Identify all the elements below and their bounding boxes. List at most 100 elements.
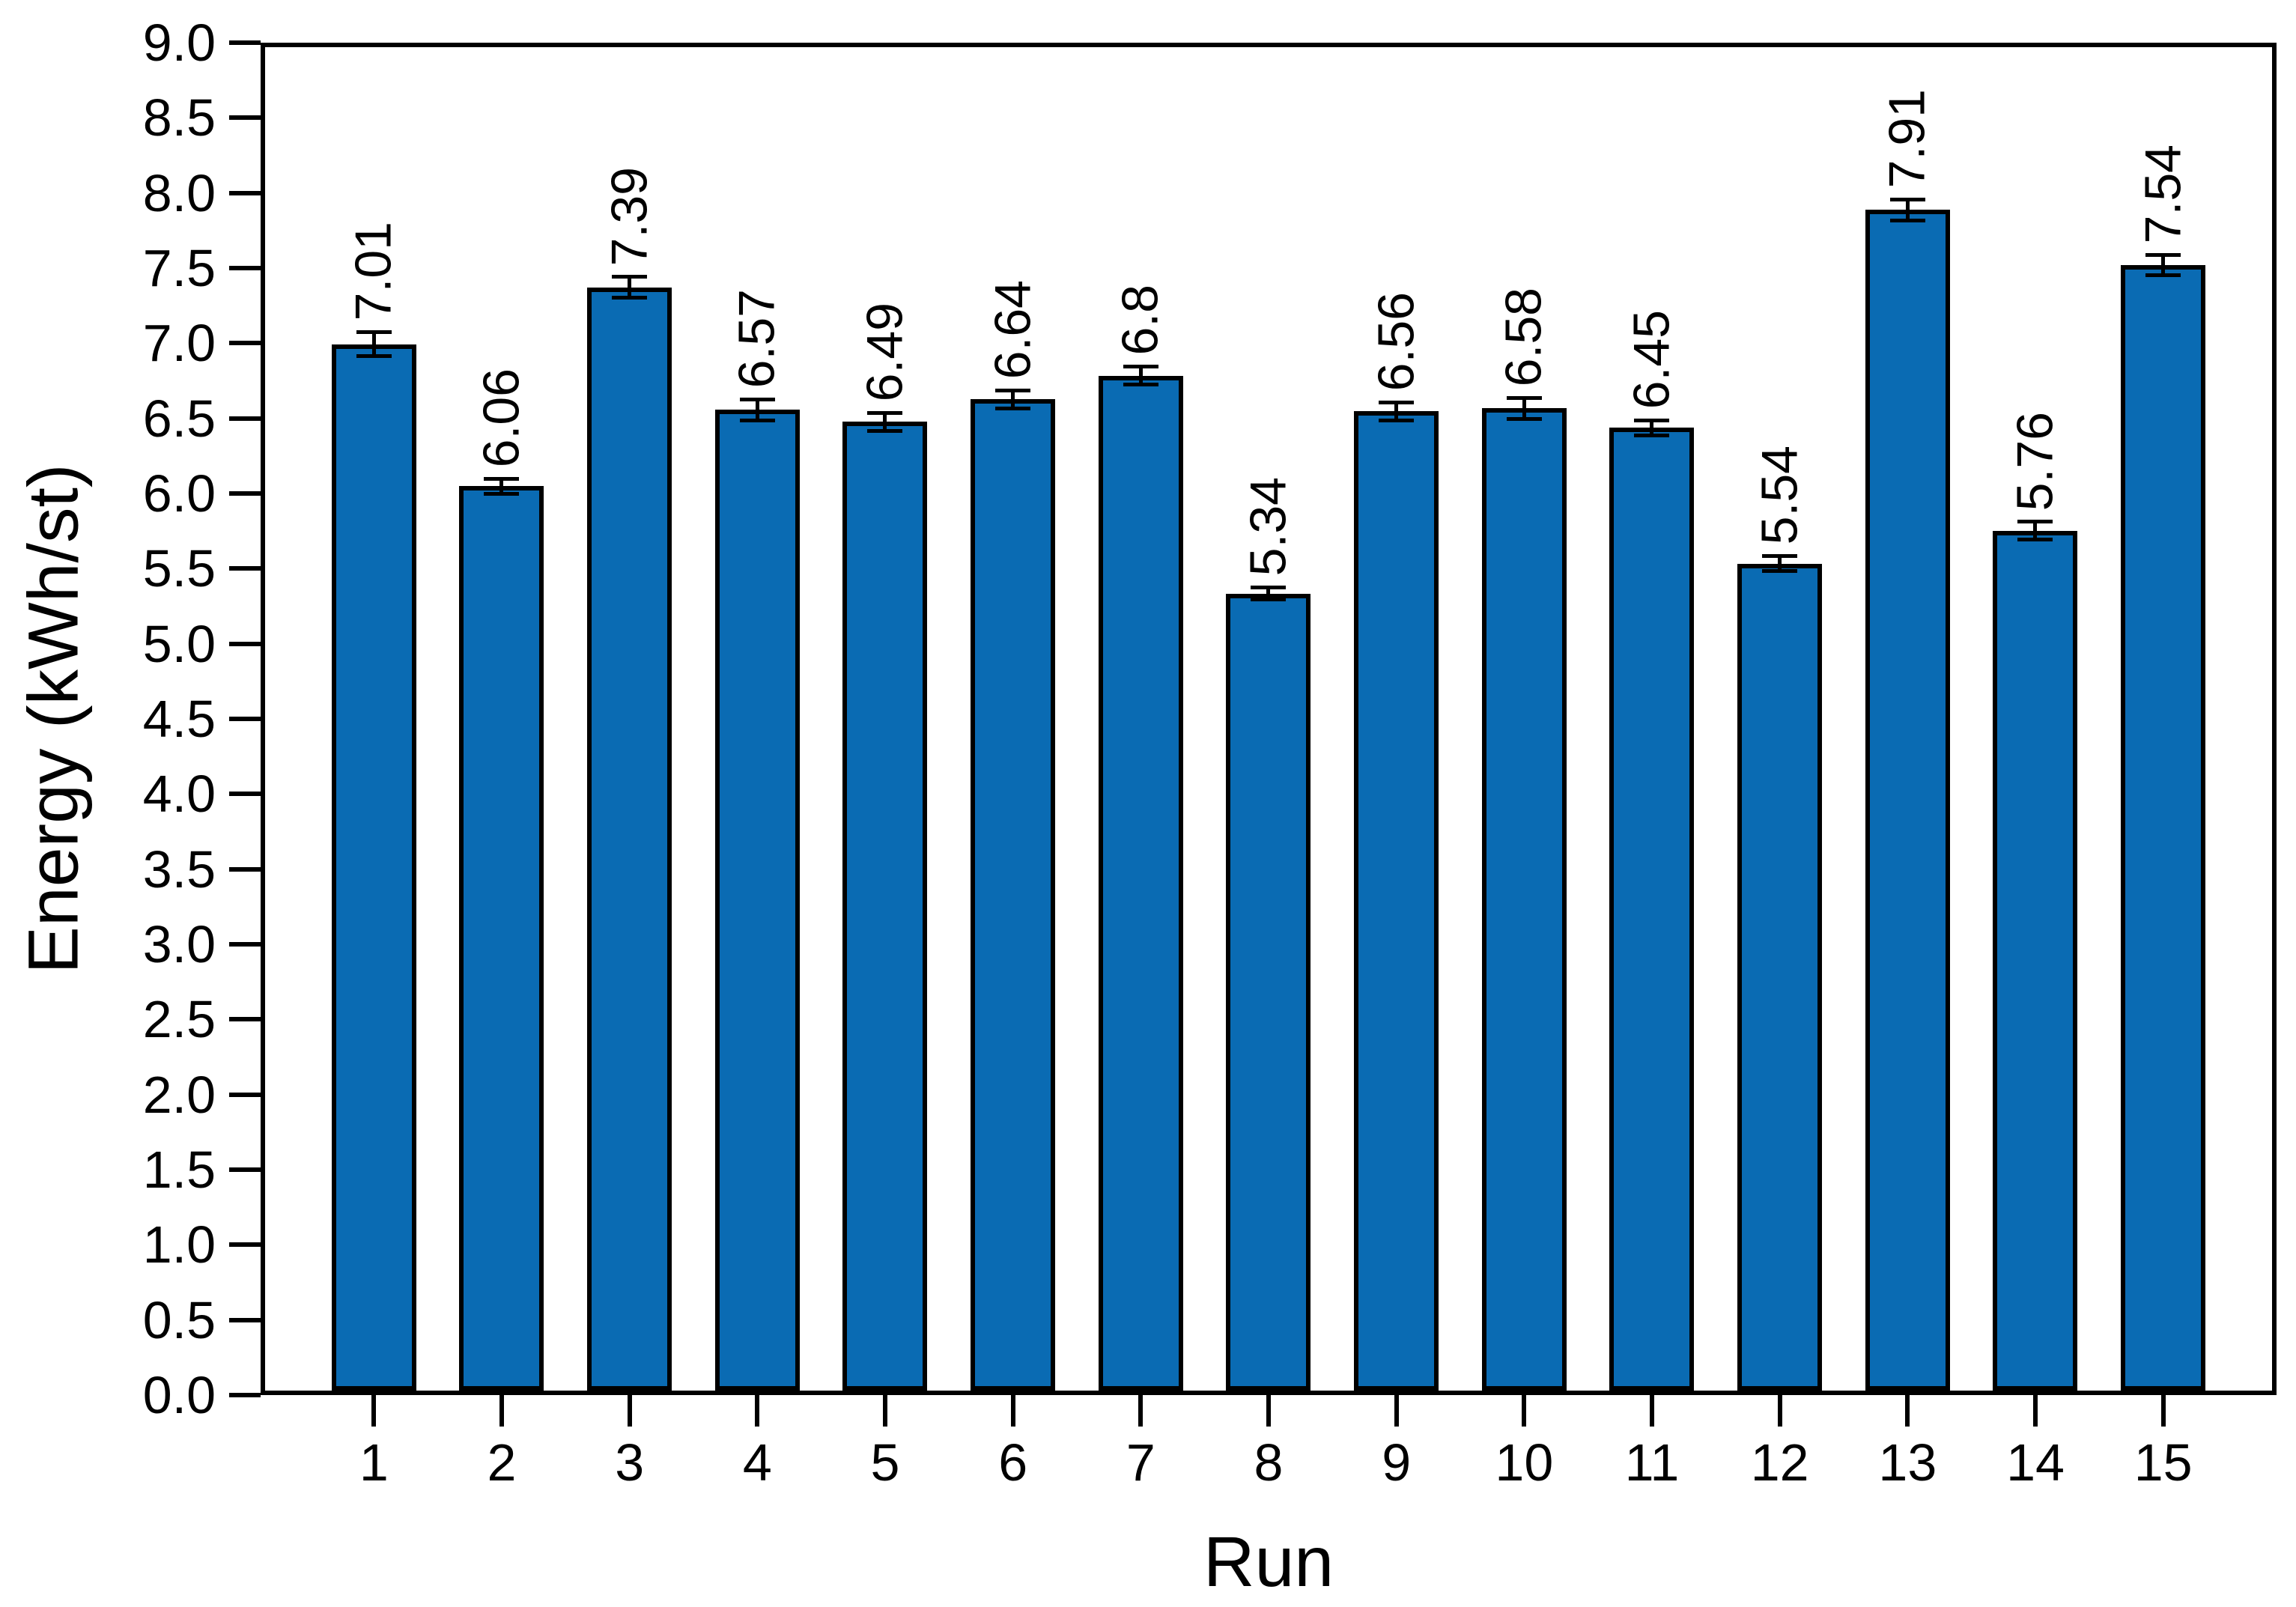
y-tick-mark [229, 115, 261, 121]
y-tick-mark [229, 1393, 261, 1397]
bar-slot: 6.8 [1077, 47, 1205, 1391]
error-bar-cap-top [1251, 586, 1287, 590]
x-tick-mark [1266, 1395, 1271, 1427]
bar [587, 287, 672, 1391]
error-bar-cap-top [1634, 418, 1670, 422]
x-tick-mark [1010, 1395, 1015, 1427]
x-tick-label: 11 [1624, 1433, 1680, 1492]
y-tick-mark [229, 416, 261, 421]
y-tick-mark [229, 1092, 261, 1097]
x-tick-mark [627, 1395, 632, 1427]
x-tick-label: 3 [615, 1433, 645, 1492]
x-tick-mark [371, 1395, 377, 1427]
bar-slot: 6.06 [438, 47, 566, 1391]
bar-slot: 6.49 [821, 47, 950, 1391]
y-tick-mark [229, 40, 261, 45]
error-bar-cap-bottom [2017, 538, 2053, 542]
y-tick-label: 6.0 [142, 464, 216, 523]
bar [971, 399, 1056, 1391]
bar-slot: 6.58 [1460, 47, 1588, 1391]
bar-slot: 6.56 [1332, 47, 1460, 1391]
error-bar-cap-bottom [1506, 416, 1542, 421]
bar-slot: 7.01 [310, 47, 438, 1391]
y-tick-mark [229, 792, 261, 797]
y-tick-mark [229, 566, 261, 571]
x-tick-mark [1522, 1395, 1527, 1427]
y-tick-label: 9.0 [142, 13, 216, 72]
error-bar-cap-bottom [1379, 418, 1415, 422]
y-tick-label: 1.0 [142, 1215, 216, 1275]
error-bar-line [755, 399, 759, 421]
bar [2121, 265, 2206, 1391]
bar-value-label: 6.49 [856, 303, 914, 402]
x-tick-mark [1905, 1395, 1910, 1427]
y-tick-mark [229, 491, 261, 496]
y-tick-label: 3.5 [142, 839, 216, 899]
error-bar-line [1394, 402, 1399, 421]
x-tick-label: 6 [998, 1433, 1028, 1492]
bar-slot: 6.45 [1588, 47, 1716, 1391]
bar-value-label: 7.01 [344, 222, 402, 321]
y-tick-label: 0.5 [142, 1290, 216, 1349]
x-tick-label: 5 [870, 1433, 900, 1492]
bar-value-label: 6.56 [1367, 292, 1424, 392]
bar-value-label: 5.76 [2006, 411, 2064, 511]
y-tick-label: 4.0 [142, 765, 216, 824]
bar [1993, 530, 2078, 1391]
y-tick-label: 5.5 [142, 539, 216, 598]
x-tick-label: 14 [2006, 1433, 2065, 1492]
error-bar-cap-bottom [484, 491, 520, 496]
error-bar-line [2033, 521, 2038, 540]
error-bar-line [883, 413, 887, 431]
y-tick-label: 6.5 [142, 389, 216, 448]
bar-value-label: 5.54 [1750, 446, 1808, 545]
error-bar-cap-bottom [1251, 598, 1287, 602]
error-bar-cap-top [1379, 400, 1415, 404]
error-bar-cap-bottom [1762, 569, 1798, 574]
bar-slot: 6.57 [693, 47, 821, 1391]
x-tick-label: 7 [1126, 1433, 1155, 1492]
x-tick-mark [1138, 1395, 1144, 1427]
bar [714, 410, 800, 1391]
x-tick-label: 10 [1495, 1433, 1554, 1492]
x-tick-mark [2160, 1395, 2166, 1427]
bar [1481, 408, 1567, 1391]
x-tick-label: 13 [1878, 1433, 1937, 1492]
error-bar-cap-top [995, 388, 1031, 392]
error-bar-line [1650, 420, 1654, 436]
error-bar-line [371, 332, 376, 356]
error-bar-cap-bottom [739, 418, 775, 422]
error-bar-cap-bottom [356, 354, 392, 359]
error-bar-cap-bottom [2145, 273, 2181, 278]
y-tick-label: 3.0 [142, 915, 216, 973]
y-tick-mark [229, 341, 261, 346]
y-tick-label: 7.0 [142, 314, 216, 373]
bar-value-label: 6.64 [983, 280, 1041, 380]
x-tick-label: 9 [1382, 1433, 1412, 1492]
bar-slot: 5.54 [1716, 47, 1844, 1391]
bar [1098, 375, 1183, 1391]
bar [842, 422, 928, 1391]
y-tick-mark [229, 1242, 261, 1248]
bar-value-label: 6.8 [1111, 285, 1169, 356]
error-bar-line [2161, 255, 2166, 276]
error-bar-line [499, 479, 504, 494]
bar-slot: 7.54 [2099, 47, 2227, 1391]
error-bar-cap-top [612, 275, 648, 279]
error-bar-line [1266, 587, 1271, 600]
y-tick-mark [229, 641, 261, 646]
y-tick-mark [229, 1167, 261, 1172]
error-bar-cap-top [356, 330, 392, 335]
x-tick-label: 4 [742, 1433, 772, 1492]
bar [459, 486, 544, 1391]
error-bar-cap-top [1889, 197, 1925, 201]
y-tick-label: 2.5 [142, 990, 216, 1049]
bar-value-label: 7.91 [1878, 88, 1936, 189]
y-tick-mark [229, 717, 261, 721]
y-tick-label: 8.5 [142, 88, 216, 148]
error-bar-cap-top [2017, 520, 2053, 524]
error-bar-line [628, 276, 632, 298]
bar [331, 344, 416, 1391]
bar-value-label: 6.45 [1623, 309, 1680, 410]
bar-value-label: 7.54 [2133, 144, 2191, 244]
